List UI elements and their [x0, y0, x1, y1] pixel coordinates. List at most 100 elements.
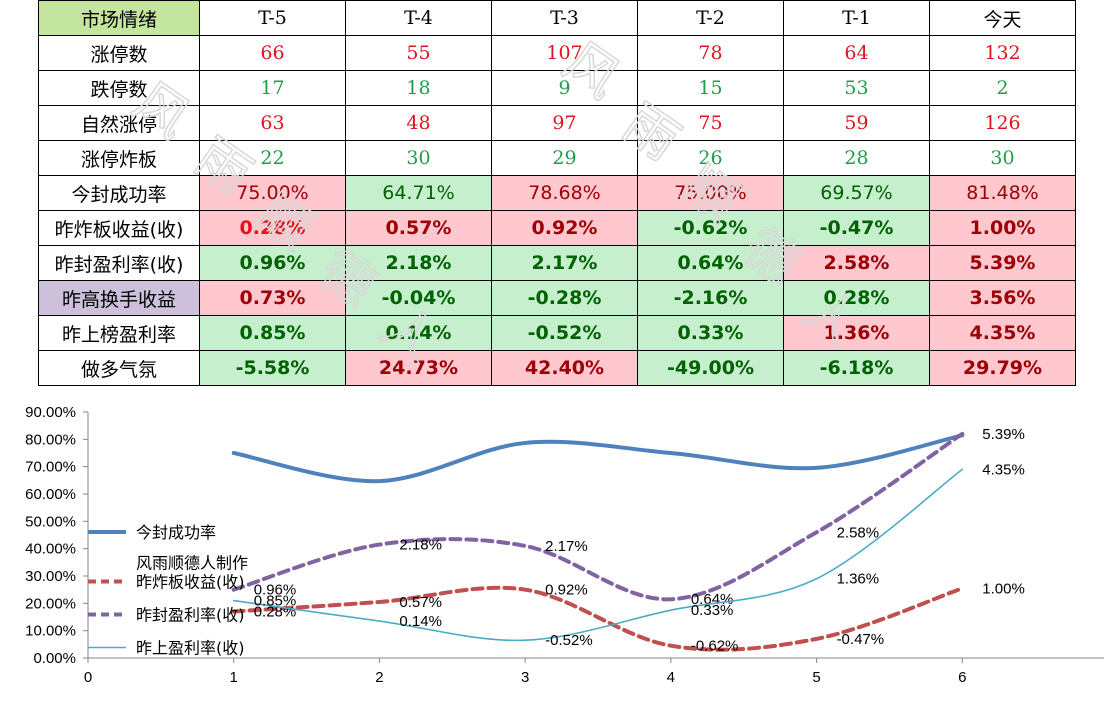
table-cell: 0.28% — [199, 210, 346, 246]
table-cell: 29.79% — [929, 350, 1076, 386]
table-cell: 107 — [491, 35, 638, 71]
table-row: 自然涨停 63 48 97 75 59 126 — [38, 105, 1076, 141]
y-tick-label: 40.00% — [25, 541, 76, 558]
table-row: 做多气氛 -5.58% 24.73% 42.40% -49.00% -6.18% 29.79… — [38, 350, 1076, 386]
x-tick-label: 6 — [958, 669, 966, 686]
table-cell: 2 — [929, 70, 1076, 106]
y-tick-label: 50.00% — [25, 513, 76, 530]
row-label: 昨上榜盈利率 — [38, 315, 200, 351]
header-label-cell: 市场情绪 — [38, 0, 200, 36]
table-cell: 81.48% — [929, 175, 1076, 211]
column-header: T-5 — [199, 0, 346, 36]
table-cell: 0.57% — [345, 210, 492, 246]
table-cell: 75.00% — [199, 175, 346, 211]
table-cell: 0.96% — [199, 245, 346, 281]
data-label: 0.64% — [691, 591, 734, 608]
y-tick-label: 30.00% — [25, 568, 76, 585]
table-cell: -5.58% — [199, 350, 346, 386]
table-cell: 4.35% — [929, 315, 1076, 351]
y-tick-label: 80.00% — [25, 431, 76, 448]
table-cell: 0.92% — [491, 210, 638, 246]
table-cell: 0.73% — [199, 280, 346, 316]
series-line — [232, 468, 964, 642]
table-cell: 78 — [637, 35, 784, 71]
series-line — [231, 433, 965, 484]
column-header: T-4 — [345, 0, 492, 36]
table-cell: 17 — [199, 70, 346, 106]
table-row: 昨炸板收益(收) 0.28% 0.57% 0.92% -0.62% -0.47% 1.00% — [38, 210, 1076, 246]
x-tick-label: 4 — [667, 669, 675, 686]
data-label: 1.00% — [982, 580, 1025, 597]
table-cell: 63 — [199, 105, 346, 141]
table-cell: 53 — [783, 70, 930, 106]
data-label: 2.58% — [837, 524, 880, 541]
x-tick-label: 5 — [812, 669, 820, 686]
table-row: 涨停炸板 22 30 29 26 28 30 — [38, 140, 1076, 176]
table-cell: 18 — [345, 70, 492, 106]
table-cell: 2.18% — [345, 245, 492, 281]
market-sentiment-table: 市场情绪 T-5 T-4 T-3 T-2 T-1 今天 涨停数 66 55 107 78 64 132 跌停… — [38, 0, 1076, 386]
y-tick-label: 10.00% — [25, 623, 76, 640]
data-label: 0.14% — [399, 613, 442, 630]
table-row: 昨高换手收益 0.73% -0.04% -0.28% -2.16% 0.28% 3.56% — [38, 280, 1076, 316]
data-label: 2.17% — [545, 538, 588, 555]
table-row: 昨封盈利率(收) 0.96% 2.18% 2.17% 0.64% 2.58% 5.39% — [38, 245, 1076, 281]
table-cell: 66 — [199, 35, 346, 71]
table-header-row: 市场情绪 T-5 T-4 T-3 T-2 T-1 今天 — [38, 0, 1076, 36]
row-label: 今封成功率 — [38, 175, 200, 211]
table-cell: 0.85% — [199, 315, 346, 351]
table-cell: -0.47% — [783, 210, 930, 246]
table-cell: 30 — [929, 140, 1076, 176]
x-tick-label: 3 — [521, 669, 529, 686]
data-label: -0.62% — [691, 638, 739, 655]
table-cell: -0.04% — [345, 280, 492, 316]
table-cell: 75 — [637, 105, 784, 141]
x-tick-label: 0 — [84, 669, 92, 686]
data-label: 4.35% — [982, 461, 1025, 478]
table-cell: 5.39% — [929, 245, 1076, 281]
table-row: 昨上榜盈利率 0.85% 0.14% -0.52% 0.33% 1.36% 4.35% — [38, 315, 1076, 351]
data-label: 0.92% — [545, 582, 588, 599]
row-label: 昨炸板收益(收) — [38, 210, 200, 246]
table-row: 涨停数 66 55 107 78 64 132 — [38, 35, 1076, 71]
table-cell: 26 — [637, 140, 784, 176]
legend-extra-text: 风雨顺德人制作 — [136, 554, 248, 573]
table-cell: 1.00% — [929, 210, 1076, 246]
table-row: 今封成功率 75.00% 64.71% 78.68% 75.00% 69.57% 81.48… — [38, 175, 1076, 211]
table-cell: -2.16% — [637, 280, 784, 316]
table-cell: -49.00% — [637, 350, 784, 386]
table-cell: 126 — [929, 105, 1076, 141]
table-cell: 0.28% — [783, 280, 930, 316]
table-cell: 69.57% — [783, 175, 930, 211]
table-cell: 0.64% — [637, 245, 784, 281]
row-label: 涨停炸板 — [38, 140, 200, 176]
table-cell: 30 — [345, 140, 492, 176]
column-header: T-1 — [783, 0, 930, 36]
table-cell: 78.68% — [491, 175, 638, 211]
row-label: 做多气氛 — [38, 350, 200, 386]
data-label: 5.39% — [982, 426, 1025, 443]
table-cell: 64.71% — [345, 175, 492, 211]
row-label: 涨停数 — [38, 35, 200, 71]
data-label: 0.85% — [254, 593, 297, 610]
legend-label: 昨炸板收益(收) — [136, 573, 245, 592]
data-label: -0.47% — [837, 631, 885, 648]
data-label: 2.18% — [399, 537, 442, 554]
table-cell: 1.36% — [783, 315, 930, 351]
table-cell: 22 — [199, 140, 346, 176]
y-tick-label: 0.00% — [33, 650, 76, 667]
series-line — [231, 585, 965, 652]
row-label: 跌停数 — [38, 70, 200, 106]
legend-label: 昨封盈利率(收) — [136, 606, 245, 625]
y-tick-label: 90.00% — [25, 404, 76, 421]
series-line — [231, 431, 965, 602]
x-tick-label: 2 — [375, 669, 383, 686]
y-tick-label: 20.00% — [25, 595, 76, 612]
data-label: 0.96% — [254, 582, 297, 599]
table-cell: 132 — [929, 35, 1076, 71]
legend-label: 昨上盈利率(收) — [136, 639, 245, 658]
data-label: 0.33% — [691, 602, 734, 619]
table-cell: 48 — [345, 105, 492, 141]
x-tick-label: 1 — [230, 669, 238, 686]
table-cell: 0.33% — [637, 315, 784, 351]
